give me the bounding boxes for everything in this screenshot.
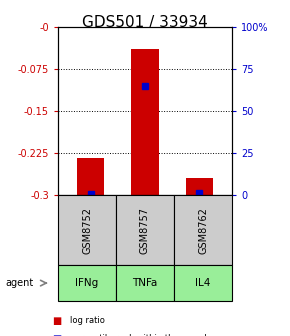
Text: percentile rank within the sample: percentile rank within the sample xyxy=(70,334,212,336)
Text: GDS501 / 33934: GDS501 / 33934 xyxy=(82,15,208,30)
Text: ■: ■ xyxy=(52,334,61,336)
Text: log ratio: log ratio xyxy=(70,316,104,325)
Bar xyxy=(186,178,213,195)
Text: IL4: IL4 xyxy=(195,278,211,288)
Text: IFNg: IFNg xyxy=(75,278,99,288)
Text: TNFa: TNFa xyxy=(132,278,158,288)
Text: GSM8757: GSM8757 xyxy=(140,207,150,254)
Bar xyxy=(131,49,159,195)
Bar xyxy=(77,159,104,195)
Text: GSM8752: GSM8752 xyxy=(82,207,92,254)
Text: GSM8762: GSM8762 xyxy=(198,207,208,254)
Text: agent: agent xyxy=(6,278,34,288)
Text: ■: ■ xyxy=(52,316,61,326)
